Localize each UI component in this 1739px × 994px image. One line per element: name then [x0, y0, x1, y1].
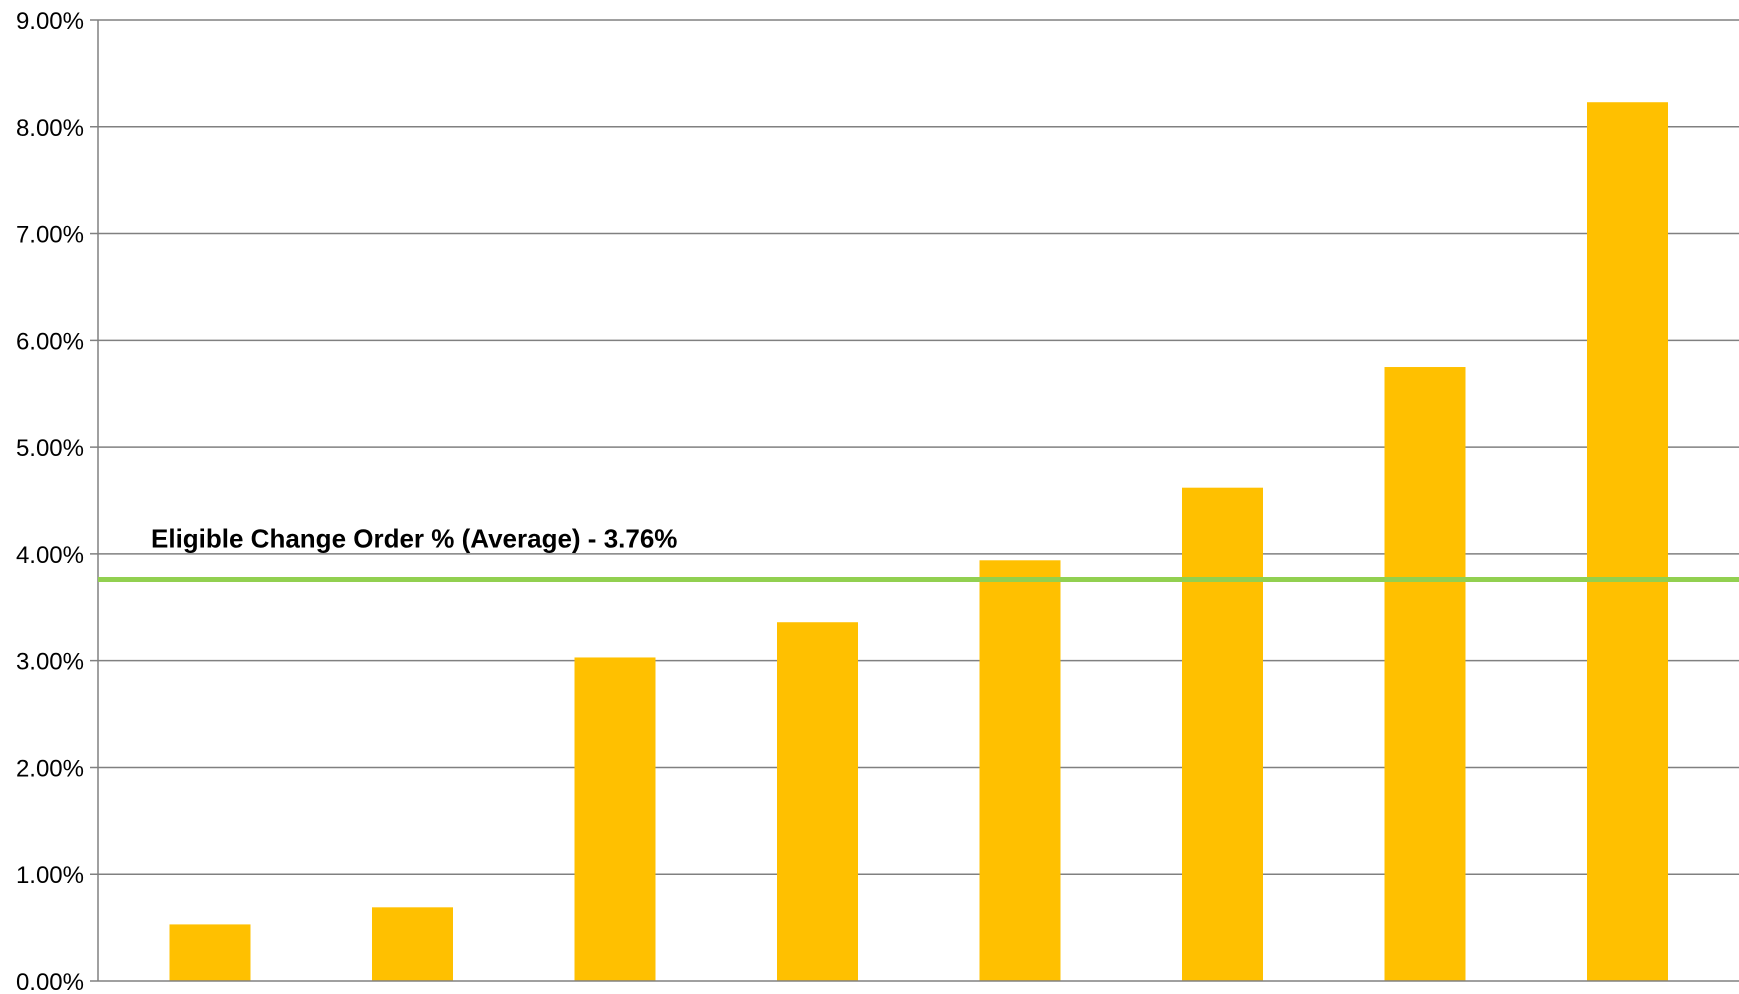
bar — [169, 924, 251, 981]
gridlines — [90, 19, 1739, 875]
bar — [574, 657, 656, 981]
bar — [979, 560, 1061, 981]
y-tick-label: 9.00% — [16, 8, 84, 35]
bar — [372, 907, 453, 981]
y-tick-label: 6.00% — [16, 328, 84, 355]
y-tick-labels: 0.00% 1.00% 2.00% 3.00% 4.00% 5.00% 6.00% 7.00%… — [16, 8, 84, 994]
average-annotation-label: Eligible Change Order % (Average) - 3.76… — [151, 524, 677, 554]
y-tick-label: 7.00% — [16, 222, 84, 249]
bar — [1587, 102, 1668, 982]
y-tick-label: 0.00% — [16, 969, 84, 994]
bar — [777, 622, 858, 981]
y-tick-label: 8.00% — [16, 115, 84, 142]
bar — [1182, 487, 1263, 981]
y-tick-label: 1.00% — [16, 862, 84, 889]
y-tick-label: 5.00% — [16, 435, 84, 462]
y-tick-label: 4.00% — [16, 542, 84, 569]
reference-line-group: Eligible Change Order % (Average) - 3.76… — [98, 524, 1739, 583]
bar — [1384, 367, 1466, 981]
y-tick-label: 2.00% — [16, 755, 84, 782]
bars — [169, 102, 1668, 982]
axes — [90, 20, 1739, 982]
y-tick-label: 3.00% — [16, 649, 84, 676]
